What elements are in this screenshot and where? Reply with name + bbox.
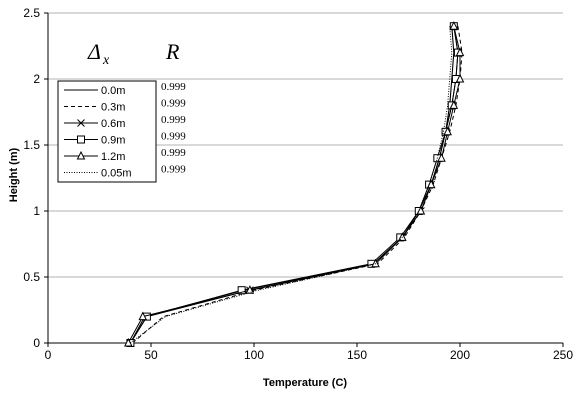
x-tick-label: 150: [347, 348, 367, 362]
data-point: [455, 47, 465, 57]
legend-label: 1.2m: [101, 151, 125, 163]
series-0-05m: [130, 26, 453, 344]
y-tick-label: 0: [33, 336, 40, 350]
data-point: [124, 337, 133, 347]
legend-marker: [77, 135, 85, 144]
series-0-6m: [126, 22, 462, 347]
legend-label: 0.0m: [101, 85, 125, 97]
y-tick-label: 2: [33, 72, 40, 86]
data-point: [449, 21, 459, 30]
legend-label: 0.3m: [101, 102, 125, 114]
data-point: [245, 285, 255, 294]
data-point: [437, 153, 446, 162]
series-line: [129, 26, 459, 344]
delta-symbol: Δ: [87, 39, 101, 64]
r-value: 0.999: [161, 147, 186, 159]
y-tick-label: 1.5: [23, 138, 40, 152]
x-axis-title: Temperature (C): [263, 377, 347, 389]
series-line: [130, 26, 453, 344]
legend-marker: [77, 119, 85, 127]
y-tick-label: 1: [33, 204, 40, 218]
x-tick-label: 0: [45, 348, 52, 362]
data-point: [398, 232, 407, 241]
r-value: 0.999: [161, 164, 186, 176]
x-tick-label: 200: [450, 348, 470, 362]
series-0-9m: [126, 22, 462, 347]
r-header: R: [165, 39, 180, 64]
x-tick-label: 250: [553, 348, 573, 362]
r-value: 0.999: [161, 114, 186, 126]
y-axis-title: Height (m): [8, 147, 20, 202]
series-line: [132, 26, 463, 344]
legend-header: Δ x: [87, 39, 110, 68]
legend-entry: 1.2m: [64, 150, 125, 163]
legend-label: 0.6m: [101, 118, 125, 130]
data-point: [449, 100, 459, 109]
data-point: [455, 73, 465, 83]
axes-layer: 0 0.5 1 1.5 2 2.5 0 50 100 150 200 250: [23, 6, 573, 362]
series-line: [129, 26, 455, 344]
y-tick-label: 2.5: [23, 6, 40, 20]
x-tick-label: 50: [144, 348, 158, 362]
data-point: [237, 286, 246, 295]
r-value: 0.999: [161, 131, 186, 143]
delta-subscript: x: [102, 53, 110, 68]
legend: 0.0m 0.999 0.3m 0.999 0.6m 0.999 0.9m 0.999 1.2m…: [57, 80, 186, 183]
r-value: 0.999: [161, 81, 186, 93]
data-point: [138, 311, 148, 321]
legend-box: [57, 80, 157, 183]
series-line: [127, 26, 461, 344]
legend-entry: 0.05m: [64, 168, 132, 180]
series-0-3m: [132, 26, 463, 344]
series-1-2m: [124, 21, 465, 347]
legend-entry: 0.0m: [64, 85, 125, 97]
r-value: 0.999: [161, 98, 186, 110]
legend-entry: 0.9m: [64, 135, 125, 147]
y-tick-label: 0.5: [23, 270, 40, 284]
legend-entry: 0.3m: [64, 102, 125, 114]
legend-label: 0.05m: [101, 168, 132, 180]
x-tick-label: 100: [244, 348, 264, 362]
legend-marker: [76, 150, 86, 160]
legend-label: 0.9m: [101, 135, 125, 147]
series-layer: [124, 21, 465, 347]
legend-entry: 0.6m: [64, 118, 125, 130]
series-line: [129, 26, 459, 344]
data-point: [443, 126, 452, 136]
series-0-0m: [129, 26, 455, 344]
data-point: [416, 205, 426, 215]
